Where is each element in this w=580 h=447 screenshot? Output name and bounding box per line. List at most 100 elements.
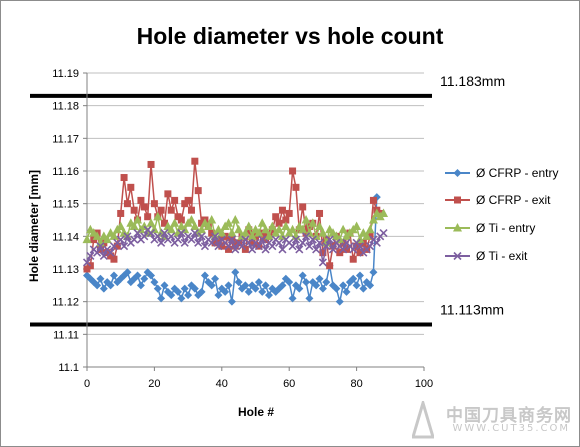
data-point — [281, 221, 291, 231]
data-point — [247, 231, 257, 240]
data-point — [261, 224, 271, 234]
series-2 — [82, 208, 389, 247]
marker-stroke — [153, 232, 162, 241]
data-point — [295, 284, 304, 293]
data-point — [150, 278, 159, 287]
marker-stroke — [133, 229, 142, 238]
data-point — [93, 248, 102, 257]
marker-stroke — [312, 245, 321, 254]
marker-stroke — [157, 238, 166, 247]
data-point — [180, 238, 189, 247]
data-point — [194, 238, 203, 247]
data-point — [102, 234, 112, 244]
data-point — [210, 232, 220, 241]
marker-stroke — [301, 232, 311, 241]
data-point — [349, 255, 357, 263]
data-point — [147, 271, 156, 280]
data-point — [106, 248, 115, 257]
data-point — [301, 215, 311, 224]
marker-stroke — [305, 242, 314, 251]
marker-stroke — [291, 235, 301, 244]
data-point — [123, 268, 132, 277]
data-point — [282, 216, 290, 224]
data-point — [136, 281, 145, 290]
data-point — [237, 242, 247, 251]
data-point — [231, 268, 240, 277]
data-point — [369, 196, 377, 204]
data-point — [379, 229, 388, 238]
data-point — [146, 218, 156, 227]
data-point — [365, 224, 375, 234]
data-point — [291, 235, 301, 244]
data-point — [272, 213, 280, 221]
data-point — [332, 284, 341, 293]
x-tick-label: 100 — [415, 378, 433, 390]
data-point — [225, 245, 233, 253]
data-point — [144, 213, 152, 221]
marker-stroke — [308, 235, 317, 244]
data-point — [338, 224, 348, 234]
marker-stroke — [322, 242, 331, 251]
data-point — [369, 268, 378, 277]
data-point — [120, 271, 129, 280]
data-point — [274, 224, 284, 234]
series-3 — [82, 225, 388, 267]
data-point — [184, 291, 193, 300]
watermark-logo-icon — [412, 401, 434, 439]
data-point — [109, 231, 119, 240]
data-point — [127, 183, 135, 191]
data-point — [117, 209, 125, 217]
data-point — [130, 206, 138, 214]
data-point — [207, 281, 216, 290]
data-point — [264, 291, 273, 300]
data-point — [146, 229, 156, 238]
data-point — [289, 167, 297, 175]
y-tick-label: 11.18 — [52, 101, 79, 113]
data-point — [207, 238, 216, 247]
marker-stroke — [237, 242, 247, 251]
series-1 — [83, 157, 384, 273]
marker-stroke — [194, 238, 203, 247]
legend-marker — [453, 169, 462, 177]
data-point — [316, 209, 324, 217]
data-point — [177, 216, 185, 224]
y-tick-label: 11.13 — [52, 264, 79, 276]
data-point — [326, 262, 334, 270]
data-point — [275, 219, 283, 227]
data-point — [177, 294, 186, 303]
data-point — [180, 284, 189, 293]
watermark-text-cn: 中国刀具商务网 — [446, 406, 572, 426]
limit-lines: 11.183mm 11.113mm — [30, 73, 505, 327]
data-point — [248, 245, 257, 254]
data-point — [355, 242, 365, 251]
data-point — [200, 242, 210, 251]
data-point — [318, 228, 328, 237]
marker-stroke — [214, 242, 223, 251]
data-point — [137, 196, 145, 204]
marker-stroke — [328, 245, 338, 254]
data-point — [325, 235, 334, 244]
marker-stroke — [355, 242, 365, 251]
x-tick-label: 20 — [148, 378, 160, 390]
data-point — [322, 242, 331, 251]
data-point — [123, 232, 132, 241]
data-point — [251, 284, 260, 293]
data-point — [261, 281, 270, 290]
data-point — [342, 287, 351, 296]
series-0 — [83, 193, 381, 306]
data-point — [356, 249, 364, 257]
legend-entry-0: Ø CFRP - entry — [445, 166, 558, 180]
data-point — [231, 245, 240, 254]
data-point — [120, 242, 129, 251]
data-point — [130, 235, 139, 244]
data-point — [190, 284, 199, 293]
data-point — [129, 221, 139, 231]
data-point — [372, 238, 381, 247]
data-point — [312, 281, 321, 290]
data-point — [254, 242, 263, 251]
data-point — [302, 278, 311, 287]
watermark-text-en: WWW.CUT35.COM — [452, 423, 570, 434]
data-point — [258, 287, 267, 296]
data-point — [133, 229, 142, 238]
